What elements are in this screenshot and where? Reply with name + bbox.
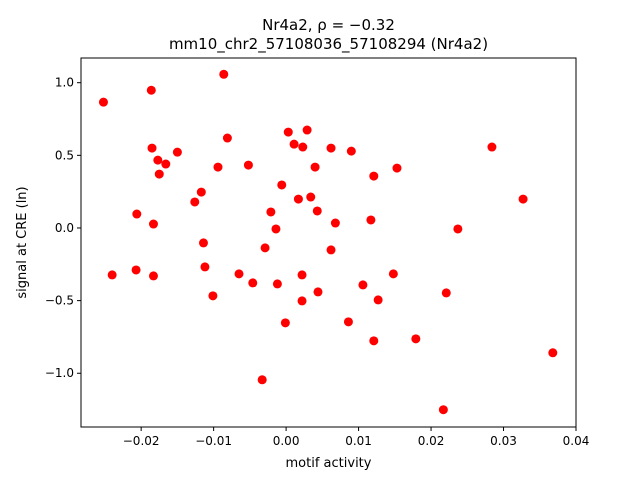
- data-point: [518, 194, 528, 204]
- data-point: [148, 271, 158, 281]
- data-point: [313, 287, 323, 297]
- data-point: [366, 215, 376, 225]
- data-point: [326, 143, 336, 153]
- data-point: [297, 296, 307, 306]
- data-point: [219, 69, 229, 79]
- data-point: [147, 143, 157, 153]
- data-point: [310, 162, 320, 172]
- data-point: [277, 180, 287, 190]
- data-point: [266, 207, 276, 217]
- data-point: [257, 375, 267, 385]
- data-point: [200, 262, 210, 272]
- data-point: [438, 405, 448, 415]
- data-point: [153, 155, 163, 165]
- plot-frame: [80, 57, 577, 428]
- data-point: [107, 270, 117, 280]
- data-point: [392, 163, 402, 173]
- data-point: [411, 334, 421, 344]
- data-point: [302, 125, 312, 135]
- chart-title-line2: mm10_chr2_57108036_57108294 (Nr4a2): [169, 35, 488, 54]
- x-tick-label: 0.01: [345, 434, 372, 448]
- data-point: [260, 243, 270, 253]
- data-point: [343, 317, 353, 327]
- data-point: [358, 280, 368, 290]
- data-point: [289, 139, 299, 149]
- data-point: [346, 146, 356, 156]
- data-point: [154, 169, 164, 179]
- data-point: [271, 224, 281, 234]
- data-point: [298, 142, 308, 152]
- y-axis-label: signal at CRE (ln): [15, 186, 30, 298]
- data-point: [453, 224, 463, 234]
- data-point: [148, 219, 158, 229]
- data-point: [487, 142, 497, 152]
- data-point: [132, 209, 142, 219]
- chart-title-line1: Nr4a2, ρ = −0.32: [262, 16, 395, 34]
- data-point: [283, 127, 293, 137]
- data-point: [272, 279, 282, 289]
- x-axis-label: motif activity: [286, 456, 372, 471]
- data-point: [172, 147, 182, 157]
- data-point: [441, 288, 451, 298]
- data-point: [131, 265, 141, 275]
- data-points: [98, 69, 558, 415]
- data-point: [306, 192, 316, 202]
- data-point: [234, 269, 244, 279]
- data-point: [248, 278, 258, 288]
- x-tick-label: 0.00: [273, 434, 300, 448]
- data-point: [190, 197, 200, 207]
- data-point: [196, 187, 206, 197]
- data-point: [146, 85, 156, 95]
- data-point: [213, 162, 223, 172]
- x-tick-label: 0.02: [418, 434, 445, 448]
- data-point: [98, 97, 108, 107]
- data-point: [280, 318, 290, 328]
- y-tick-label: 1.0: [55, 76, 74, 90]
- data-point: [208, 291, 218, 301]
- data-point: [330, 218, 340, 228]
- y-tick-label: −0.5: [45, 294, 74, 308]
- data-point: [161, 159, 171, 169]
- y-axis: −1.0 −0.5 0.0 0.5 1.0: [45, 76, 81, 380]
- data-point: [548, 348, 558, 358]
- x-tick-label: 0.04: [563, 434, 590, 448]
- data-point: [293, 194, 303, 204]
- x-axis: −0.02 −0.01 0.00 0.01 0.02 0.03 0.04: [123, 427, 590, 448]
- data-point: [369, 171, 379, 181]
- data-point: [243, 160, 253, 170]
- x-tick-label: −0.01: [195, 434, 232, 448]
- x-tick-label: −0.02: [123, 434, 160, 448]
- data-point: [373, 295, 383, 305]
- data-point: [198, 238, 208, 248]
- data-point: [369, 336, 379, 346]
- data-point: [222, 133, 232, 143]
- y-tick-label: 0.0: [55, 221, 74, 235]
- data-point: [312, 206, 322, 216]
- y-tick-label: 0.5: [55, 148, 74, 162]
- data-point: [326, 245, 336, 255]
- x-tick-label: 0.03: [490, 434, 517, 448]
- y-tick-label: −1.0: [45, 366, 74, 380]
- data-point: [388, 269, 398, 279]
- data-point: [297, 270, 307, 280]
